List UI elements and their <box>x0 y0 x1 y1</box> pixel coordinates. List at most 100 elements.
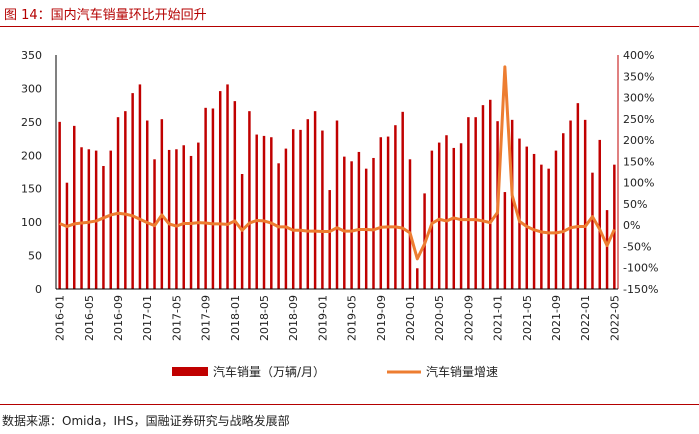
legend-bar-label: 汽车销量（万辆/月） <box>213 364 325 379</box>
bar <box>372 157 375 289</box>
bar <box>394 125 397 289</box>
y2-tick-label: 100% <box>623 177 654 190</box>
y2-tick-label: 250% <box>623 113 654 126</box>
bar <box>467 117 470 290</box>
x-tick-label: 2021-01 <box>492 295 505 341</box>
bar <box>262 135 266 289</box>
y2-tick-label: -150% <box>623 283 658 296</box>
bar <box>87 149 91 289</box>
bar <box>124 111 127 289</box>
x-tick-label: 2017-05 <box>170 295 183 341</box>
x-tick-label: 2017-01 <box>141 295 154 341</box>
x-tick-label: 2021-09 <box>550 295 563 341</box>
bar <box>605 210 609 289</box>
x-tick-label: 2019-09 <box>375 295 388 341</box>
y-axis-right: -150% -100% -50% 0% 50% 100% 150% 200% 250% 300% 3… <box>623 49 658 296</box>
y-tick-label: 150 <box>21 183 42 196</box>
bar <box>58 121 61 289</box>
x-tick-label: 2016-09 <box>112 295 125 341</box>
bar <box>379 137 383 289</box>
bar <box>313 111 317 289</box>
bar <box>328 190 331 289</box>
y2-tick-label: 200% <box>623 134 654 147</box>
bar <box>613 164 616 289</box>
bar <box>540 164 543 289</box>
y2-tick-label: 300% <box>623 92 654 105</box>
bar <box>416 268 419 289</box>
y-tick-label: 200 <box>21 149 42 162</box>
bar <box>481 105 485 289</box>
bar <box>525 146 529 289</box>
y2-tick-label: 50% <box>623 198 647 211</box>
bar <box>197 142 200 289</box>
bar <box>291 129 295 289</box>
line-series <box>59 65 616 261</box>
y2-tick-label: 0% <box>623 219 640 232</box>
bar <box>445 135 448 289</box>
x-tick-label: 2019-05 <box>346 295 359 341</box>
bar <box>270 137 273 289</box>
y-axis-left: 0 50 100 150 200 250 300 350 <box>21 49 42 296</box>
bar <box>255 134 258 289</box>
bar <box>569 120 572 290</box>
bar <box>321 130 324 289</box>
y-tick-label: 350 <box>21 49 42 62</box>
bar <box>350 161 353 289</box>
y2-tick-label: 350% <box>623 70 654 83</box>
y-tick-label: 0 <box>35 283 42 296</box>
bar <box>408 159 412 289</box>
y2-tick-label: 400% <box>623 49 654 62</box>
bar <box>386 136 390 289</box>
bar <box>248 111 251 289</box>
legend-bar-swatch <box>172 367 208 376</box>
bar <box>503 192 507 289</box>
bar <box>518 138 521 289</box>
y-tick-label: 300 <box>21 82 42 95</box>
bar <box>145 120 149 290</box>
bar <box>182 145 185 289</box>
bar <box>562 133 565 289</box>
footer-rule <box>0 404 699 405</box>
bar <box>430 150 434 289</box>
x-tick-label: 2020-01 <box>404 295 417 341</box>
bar <box>102 165 105 289</box>
bar <box>306 119 310 290</box>
y-tick-label: 250 <box>21 116 42 129</box>
x-tick-label: 2022-05 <box>608 295 621 341</box>
bar <box>233 101 237 289</box>
x-tick-label: 2016-01 <box>54 295 67 341</box>
bar <box>489 99 492 289</box>
bar <box>131 93 134 289</box>
bar <box>591 172 594 289</box>
bar <box>211 108 215 290</box>
x-tick-label: 2018-01 <box>229 295 242 341</box>
bar <box>80 147 83 289</box>
bar <box>73 125 76 290</box>
bar <box>343 156 346 289</box>
x-tick-label: 2018-05 <box>258 295 271 341</box>
bar <box>598 139 601 289</box>
bar <box>116 117 120 290</box>
bar <box>554 150 558 289</box>
bar <box>138 84 142 289</box>
y2-tick-label: -50% <box>623 240 651 253</box>
y2-tick-label: -100% <box>623 262 658 275</box>
bar <box>218 91 222 289</box>
bar <box>109 150 112 289</box>
x-axis: 2016-01 2016-05 2016-09 2017-01 2017-05 2017-… <box>54 295 622 341</box>
x-tick-label: 2019-01 <box>316 295 329 341</box>
bar-series <box>58 84 616 290</box>
y-tick-label: 50 <box>28 250 42 263</box>
x-tick-label: 2021-05 <box>521 295 534 341</box>
x-tick-label: 2020-09 <box>462 295 475 341</box>
bar <box>299 129 302 289</box>
x-tick-label: 2020-05 <box>433 295 446 341</box>
title-rule <box>0 26 699 27</box>
bar <box>437 142 441 289</box>
bar <box>167 149 171 289</box>
bar <box>284 148 288 289</box>
bar <box>576 103 580 289</box>
bar <box>474 117 477 290</box>
x-tick-label: 2016-05 <box>83 295 96 341</box>
bar <box>335 120 339 290</box>
